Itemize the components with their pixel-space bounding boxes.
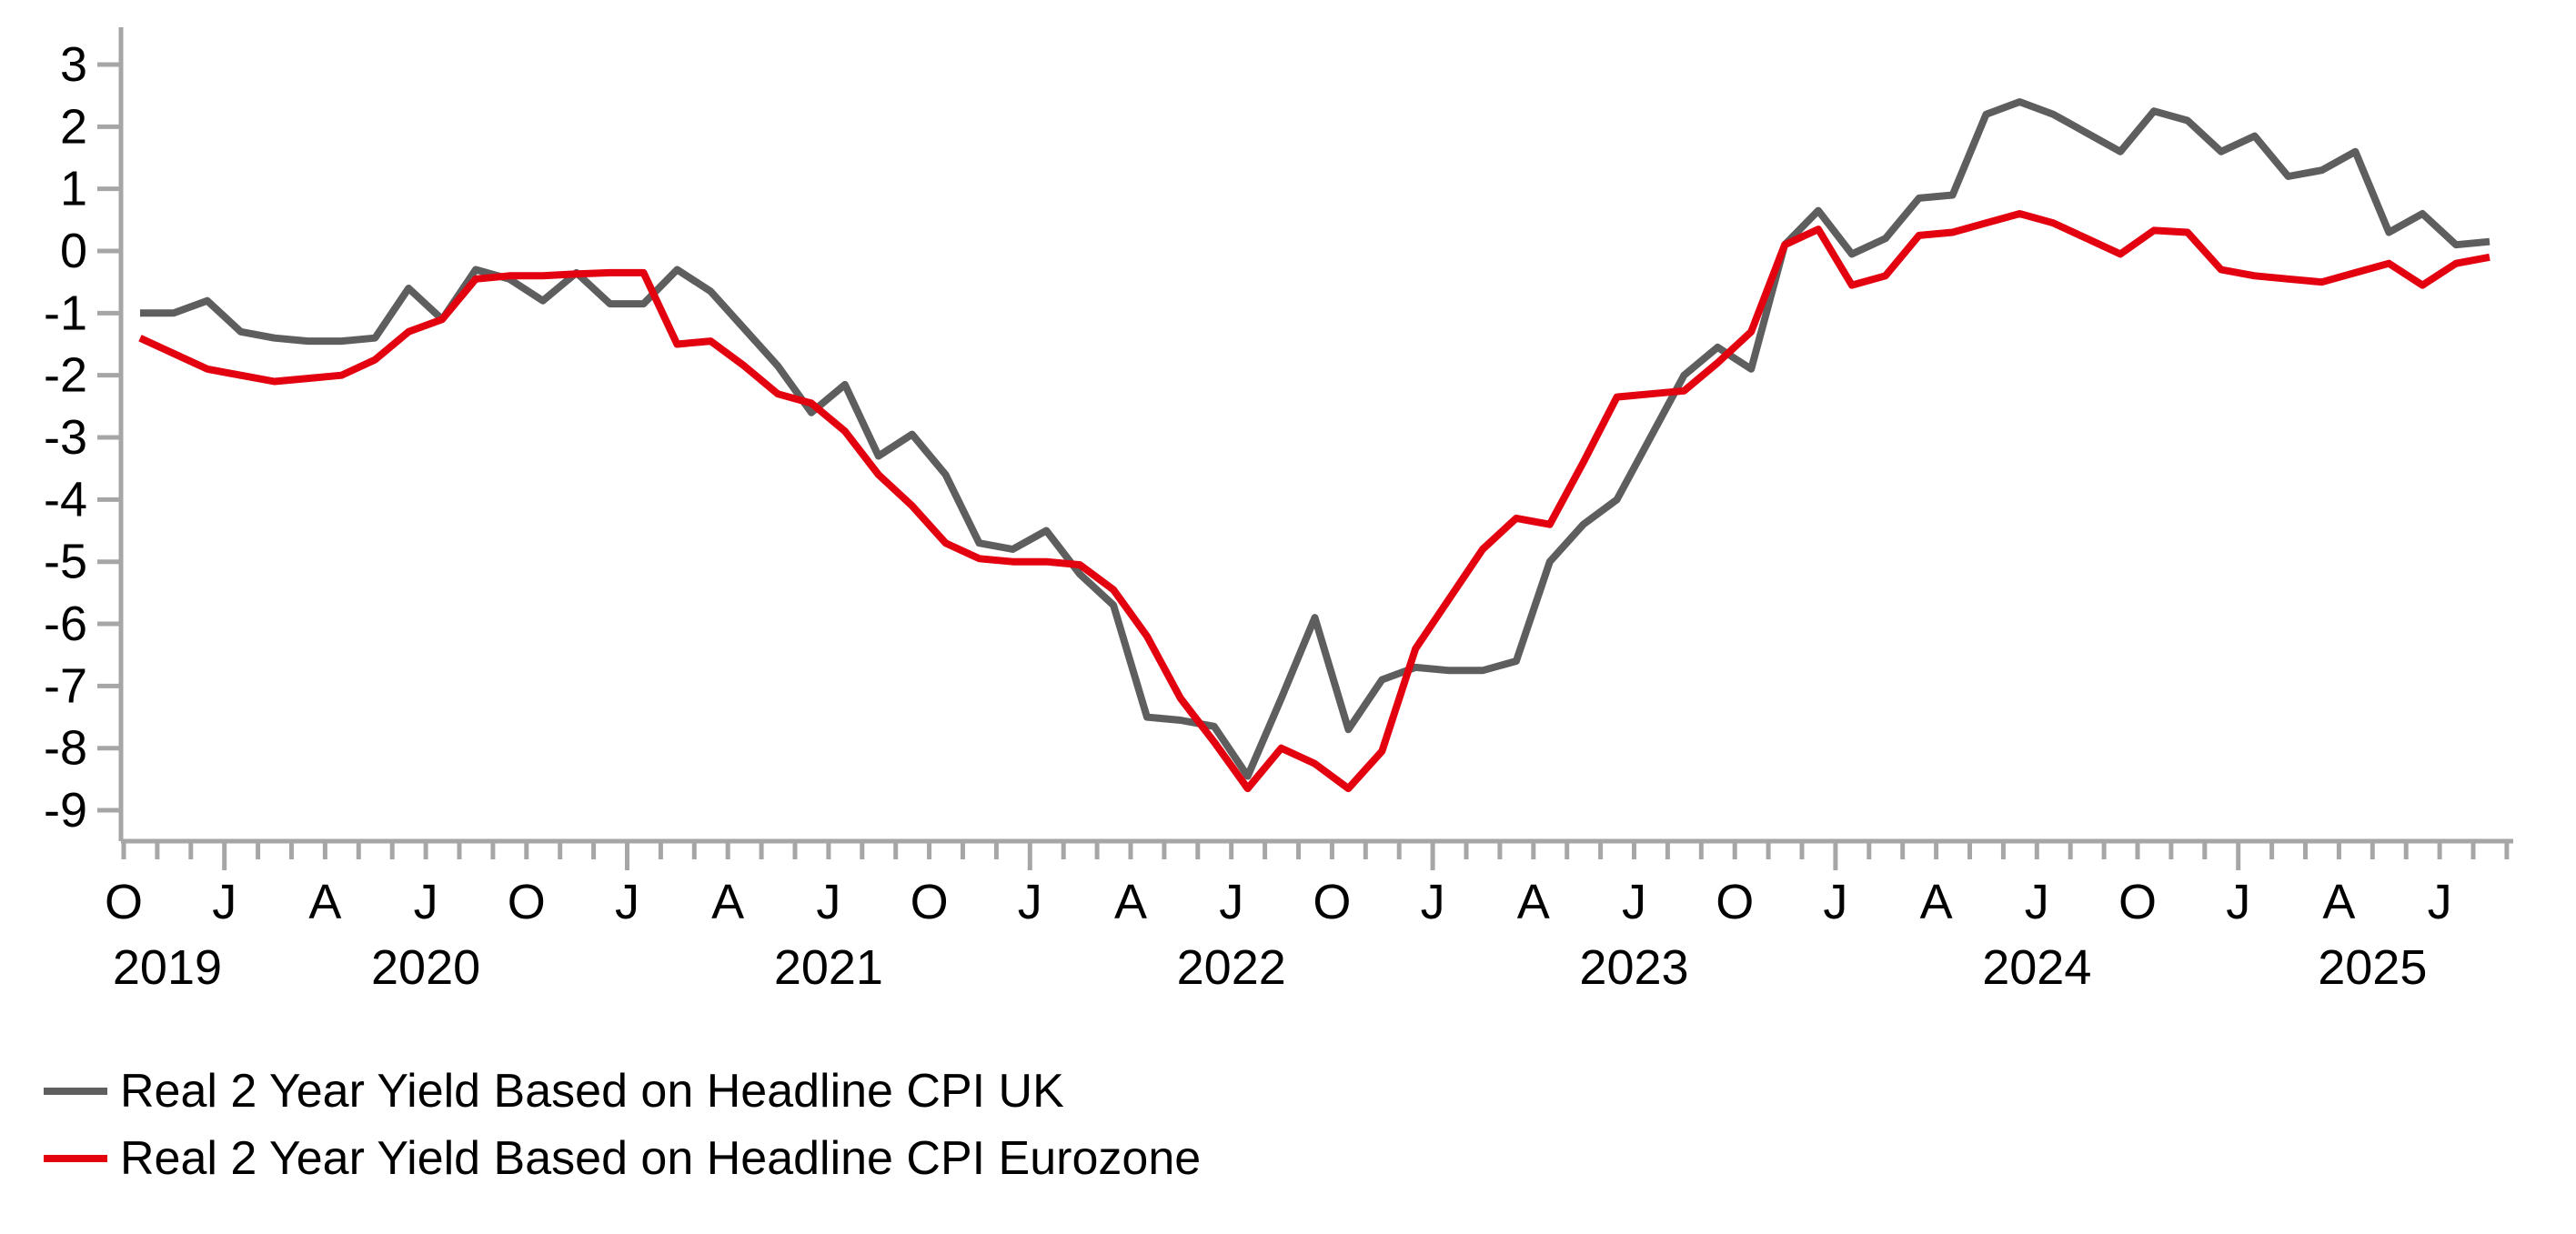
x-month-label: J <box>2428 875 2452 929</box>
x-month-label: J <box>2025 875 2049 929</box>
x-month-label: A <box>1920 875 1953 929</box>
y-tick-label: -7 <box>44 658 87 713</box>
x-month-label: O <box>105 875 143 929</box>
x-month-label: A <box>711 875 744 929</box>
x-month-label: A <box>1114 875 1147 929</box>
y-tick-label: -5 <box>44 535 87 589</box>
x-month-label: J <box>1219 875 1243 929</box>
x-year-label: 2024 <box>1982 940 2091 995</box>
uk-series-line <box>140 98 2490 780</box>
y-tick-label: -9 <box>44 783 87 838</box>
x-month-label: J <box>816 875 840 929</box>
axis-ticks <box>97 62 2510 870</box>
x-month-label: O <box>911 875 949 929</box>
data-series <box>138 98 2490 793</box>
y-tick-label: -6 <box>44 597 87 651</box>
eurozone-series-line <box>138 210 2490 793</box>
x-year-label: 2022 <box>1177 940 1286 995</box>
legend: Real 2 Year Yield Based on Headline CPI … <box>44 1065 1201 1185</box>
y-tick-label: -4 <box>44 472 87 527</box>
x-month-label: A <box>308 875 341 929</box>
legend-item-uk: Real 2 Year Yield Based on Headline CPI … <box>44 1065 1064 1118</box>
legend-item-eurozone: Real 2 Year Yield Based on Headline CPI … <box>44 1132 1201 1185</box>
x-month-label: J <box>414 875 438 929</box>
x-year-label: 2021 <box>774 940 883 995</box>
x-month-label: J <box>1018 875 1042 929</box>
x-month-label: A <box>2322 875 2355 929</box>
y-tick-label: -8 <box>44 721 87 776</box>
x-month-label: J <box>1622 875 1646 929</box>
x-year-label: 2025 <box>2318 940 2427 995</box>
eurozone-legend-label: Real 2 Year Yield Based on Headline CPI … <box>120 1132 1201 1185</box>
y-tick-label: 2 <box>60 99 87 154</box>
y-tick-label: 0 <box>60 224 87 278</box>
x-year-label: 2023 <box>1579 940 1688 995</box>
x-month-label: O <box>1313 875 1351 929</box>
x-month-label: J <box>1421 875 1445 929</box>
axis-labels: 3 2 1 0 -1 -2 -3 -4 -5 -6 -7 -8 -9 O J A J O J A J O J A J O J A J O J… <box>44 37 2452 995</box>
y-tick-label: -2 <box>44 348 87 403</box>
x-month-label: A <box>1517 875 1550 929</box>
y-tick-label: -3 <box>44 410 87 465</box>
x-year-label: 2019 <box>113 940 222 995</box>
x-month-label: O <box>1716 875 1754 929</box>
x-month-label: J <box>615 875 639 929</box>
x-year-label: 2020 <box>371 940 480 995</box>
axes <box>118 27 2513 844</box>
x-month-label: J <box>1823 875 1847 929</box>
y-tick-label: 1 <box>60 162 87 216</box>
y-tick-label: 3 <box>60 37 87 92</box>
x-month-label: O <box>2118 875 2157 929</box>
x-month-label: J <box>212 875 236 929</box>
uk-legend-label: Real 2 Year Yield Based on Headline CPI … <box>120 1065 1064 1118</box>
x-month-label: O <box>508 875 546 929</box>
x-month-label: J <box>2226 875 2250 929</box>
y-tick-label: -1 <box>44 286 87 340</box>
